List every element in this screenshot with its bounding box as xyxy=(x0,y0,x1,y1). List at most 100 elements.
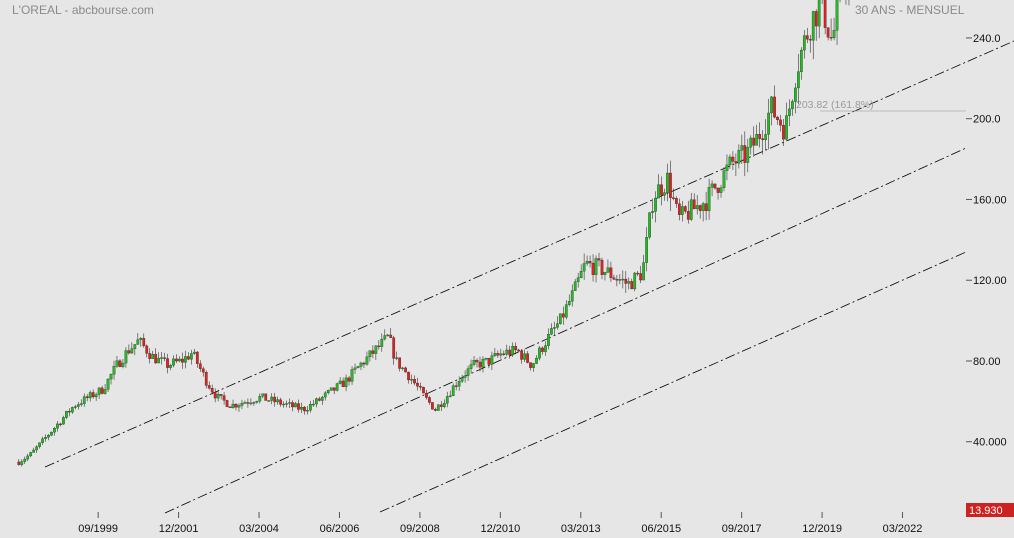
candle-body xyxy=(175,358,178,362)
candle-body xyxy=(442,403,446,407)
candle-body xyxy=(835,0,839,31)
candle-body xyxy=(594,258,598,275)
candle-body xyxy=(472,360,476,365)
regression-channel-line xyxy=(379,251,967,513)
candle-body xyxy=(788,108,791,116)
candle-body xyxy=(56,423,59,429)
candle-body xyxy=(112,366,116,375)
y-tick-label: 160.00 xyxy=(973,194,1007,206)
candle-body xyxy=(761,138,765,141)
candle-body xyxy=(326,390,330,394)
candle-body xyxy=(306,409,309,412)
candle-body xyxy=(514,346,518,351)
candle-body xyxy=(350,369,354,382)
candle-body xyxy=(100,387,104,394)
candle-body xyxy=(68,410,71,413)
chart-subtitle: 30 ANS - MENSUEL xyxy=(855,3,965,17)
candle-body xyxy=(505,349,509,355)
candle-body xyxy=(654,197,657,212)
candle-body xyxy=(672,197,675,199)
candle-body xyxy=(273,396,277,403)
candle-body xyxy=(228,406,232,408)
candle-body xyxy=(579,271,583,278)
candle-body xyxy=(344,377,348,388)
candle-body xyxy=(276,399,280,403)
candle-body xyxy=(383,335,387,340)
candle-body xyxy=(541,347,544,352)
y-tick-label: 200.0 xyxy=(973,114,1001,126)
candle-body xyxy=(478,361,482,368)
candle-body xyxy=(624,278,628,284)
candle-body xyxy=(722,170,726,188)
x-tick-label: 09/1999 xyxy=(78,523,118,535)
candle-body xyxy=(309,404,312,411)
candle-body xyxy=(225,400,229,407)
candle-body xyxy=(734,161,738,164)
candle-body xyxy=(338,380,342,384)
candle-body xyxy=(32,449,36,453)
candle-body xyxy=(303,406,306,412)
candle-body xyxy=(776,116,779,121)
candle-body xyxy=(201,368,205,373)
candle-body xyxy=(511,346,515,356)
candle-body xyxy=(204,372,208,386)
candle-body xyxy=(523,353,526,360)
candle-body xyxy=(663,192,666,196)
candle-body xyxy=(573,281,577,291)
candle-body xyxy=(782,125,785,140)
candle-body xyxy=(755,134,759,146)
candle-body xyxy=(448,395,452,397)
candle-body xyxy=(389,334,393,338)
x-tick-label: 12/2019 xyxy=(802,523,842,535)
candle-body xyxy=(743,145,747,163)
candle-body xyxy=(561,313,565,318)
candle-body xyxy=(198,363,202,369)
candle-body xyxy=(791,101,794,110)
candle-body xyxy=(746,147,750,163)
candle-body xyxy=(621,278,625,281)
candle-body xyxy=(737,150,741,164)
candle-body xyxy=(564,304,568,318)
candle-body xyxy=(666,172,669,193)
candle-body xyxy=(210,388,214,393)
candle-body xyxy=(683,206,687,212)
candle-body xyxy=(466,368,470,376)
candle-body xyxy=(451,385,455,396)
candle-body xyxy=(547,334,550,346)
candle-body xyxy=(23,458,27,462)
candle-body xyxy=(535,357,538,364)
volume-box xyxy=(966,503,1014,517)
candle-body xyxy=(434,409,437,411)
candle-body xyxy=(496,353,500,356)
candle-body xyxy=(532,363,535,368)
candle-body xyxy=(553,327,556,329)
candle-body xyxy=(639,273,643,281)
candle-body xyxy=(368,350,372,358)
candle-body xyxy=(660,184,663,196)
candle-body xyxy=(181,358,184,363)
candle-body xyxy=(454,385,458,387)
candle-body xyxy=(597,258,601,261)
candle-body xyxy=(38,442,41,447)
candle-body xyxy=(823,0,827,28)
candle-body xyxy=(91,392,95,398)
candle-body xyxy=(764,134,767,141)
candle-body xyxy=(184,356,187,363)
candle-body xyxy=(94,394,98,398)
candle-body xyxy=(29,452,33,457)
candle-body xyxy=(826,27,830,38)
candle-body xyxy=(636,272,640,275)
candle-body xyxy=(463,375,467,378)
candle-body xyxy=(82,396,86,404)
candle-body xyxy=(106,378,110,390)
candle-body xyxy=(79,403,83,405)
candle-body xyxy=(392,337,396,359)
candle-body xyxy=(692,199,696,210)
candle-body xyxy=(314,398,318,405)
candle-body xyxy=(255,400,259,403)
y-tick-label: 80.00 xyxy=(973,356,1001,368)
candle-body xyxy=(615,279,619,281)
candle-body xyxy=(404,367,407,373)
candle-body xyxy=(713,183,717,189)
